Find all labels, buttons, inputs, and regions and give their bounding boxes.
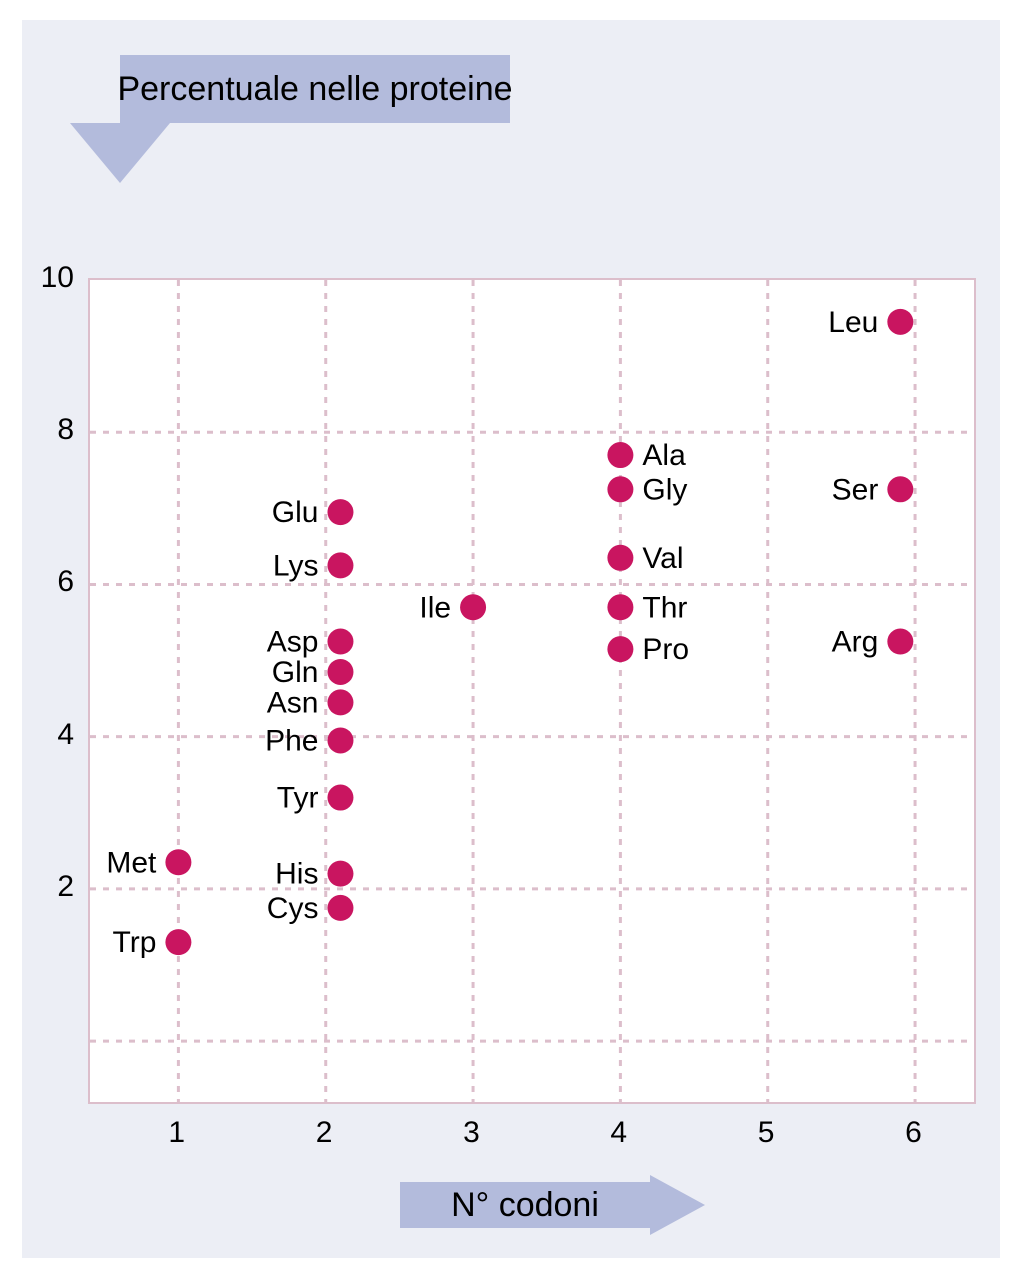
point-label: Leu — [828, 306, 878, 339]
point-label: Thr — [642, 591, 687, 624]
y-tick-label: 8 — [57, 413, 74, 447]
x-tick-label: 2 — [316, 1116, 333, 1150]
point-label: Asn — [267, 686, 319, 719]
y-axis-arrow-head — [70, 123, 170, 183]
point-label: Asp — [267, 626, 319, 659]
data-point — [887, 309, 913, 335]
data-point — [327, 895, 353, 921]
data-point — [607, 442, 633, 468]
data-point — [327, 861, 353, 887]
point-label: Phe — [265, 724, 318, 757]
y-tick-label: 2 — [57, 870, 74, 904]
x-tick-label: 3 — [463, 1116, 480, 1150]
data-point — [607, 476, 633, 502]
data-point — [327, 552, 353, 578]
data-point — [460, 594, 486, 620]
plot-area: Trp Met CysHis Tyr Phe AsnGlnAsp Lys Glu Ile Pro T… — [88, 278, 976, 1104]
y-tick-label: 6 — [57, 565, 74, 599]
y-tick-label: 4 — [57, 718, 74, 752]
x-axis-label: N° codoni — [451, 1186, 599, 1225]
point-label: Trp — [113, 926, 157, 959]
y-axis-arrow: Percentuale nelle proteine — [120, 55, 510, 123]
data-point — [327, 499, 353, 525]
x-tick-label: 6 — [905, 1116, 922, 1150]
data-point — [327, 659, 353, 685]
point-label: Val — [642, 542, 683, 575]
data-point — [327, 629, 353, 655]
point-label: Tyr — [277, 782, 319, 815]
point-label: Ala — [642, 439, 686, 472]
point-label: Arg — [832, 626, 879, 659]
point-label: His — [275, 858, 318, 891]
point-label: Met — [106, 846, 157, 879]
x-axis-arrow: N° codoni — [400, 1182, 650, 1228]
y-tick-label: 10 — [41, 261, 74, 295]
point-label: Pro — [642, 633, 689, 666]
point-label: Ile — [419, 591, 451, 624]
point-label: Cys — [267, 892, 319, 925]
data-point — [327, 785, 353, 811]
data-point — [887, 629, 913, 655]
point-label: Glu — [272, 496, 319, 529]
data-point — [887, 476, 913, 502]
y-axis-label: Percentuale nelle proteine — [117, 70, 512, 109]
x-axis-arrow-head — [650, 1175, 705, 1235]
data-point — [327, 689, 353, 715]
x-tick-label: 1 — [168, 1116, 185, 1150]
plot-svg: Trp Met CysHis Tyr Phe AsnGlnAsp Lys Glu Ile Pro T… — [90, 280, 974, 1102]
data-point — [607, 594, 633, 620]
point-label: Lys — [273, 549, 319, 582]
data-point — [327, 727, 353, 753]
point-label: Ser — [832, 473, 879, 506]
point-label: Gly — [642, 473, 687, 506]
point-label: Gln — [272, 656, 319, 689]
page: Percentuale nelle proteine TrpMetCysHisT… — [0, 0, 1024, 1288]
data-point — [607, 545, 633, 571]
data-point — [165, 929, 191, 955]
x-tick-label: 5 — [758, 1116, 775, 1150]
x-tick-label: 4 — [610, 1116, 627, 1150]
data-point — [165, 849, 191, 875]
data-point — [607, 636, 633, 662]
